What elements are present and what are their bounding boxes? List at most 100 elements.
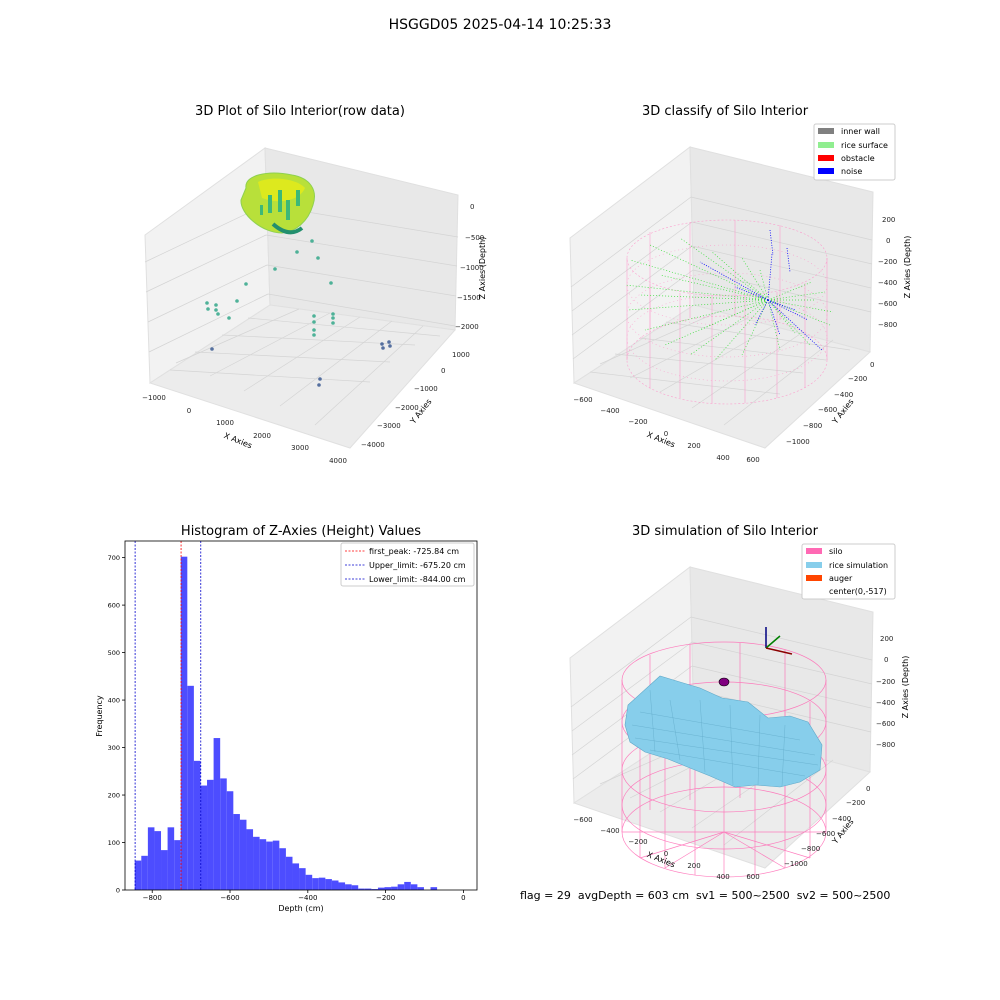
legend-label-silo: silo xyxy=(829,547,843,556)
raw-ztick: −1000 xyxy=(460,264,484,272)
raw-ytick: −2000 xyxy=(395,404,419,412)
raw-xtick: 1000 xyxy=(216,419,234,427)
histogram-bar xyxy=(220,778,227,890)
classify-zlabel: Z Axies (Depth) xyxy=(903,236,912,299)
raw-ytick: −3000 xyxy=(377,422,401,430)
raw-ytick: −1000 xyxy=(414,385,438,393)
raw-ytick: −4000 xyxy=(361,441,385,449)
classify-axes-box xyxy=(569,146,874,449)
classify-xlabel: X Axies xyxy=(646,430,677,449)
classify-ztick: −600 xyxy=(878,300,897,308)
raw-plot-title: 3D Plot of Silo Interior(row data) xyxy=(195,104,405,119)
simulation-ztick: −400 xyxy=(876,699,895,707)
histogram-bar xyxy=(200,785,208,890)
histogram-bar xyxy=(272,840,280,890)
histogram-bar xyxy=(292,863,300,890)
classify-axis-ticks: −600 −400 −200 0 200 400 600 0 −200 −400… xyxy=(573,216,897,464)
legend-swatch-auger xyxy=(806,575,822,581)
classify-xtick: 400 xyxy=(716,454,729,462)
histogram-bar xyxy=(233,814,240,890)
legend-label-auger: auger xyxy=(829,574,853,583)
raw-ytick: 1000 xyxy=(452,351,470,359)
histogram-title: Histogram of Z-Axies (Height) Values xyxy=(180,524,422,539)
raw-xtick: −1000 xyxy=(142,394,166,402)
ytick-label: 600 xyxy=(108,602,120,610)
classify-ytick: −200 xyxy=(848,375,867,383)
histogram-bar xyxy=(338,882,346,890)
simulation-ytick: −600 xyxy=(816,830,835,838)
classify-xtick: 0 xyxy=(664,430,668,438)
histogram-bar xyxy=(331,880,339,890)
histogram-bar xyxy=(285,856,293,890)
xtick-label: −600 xyxy=(220,894,239,902)
classify-plot-title: 3D classify of Silo Interior xyxy=(641,104,809,119)
histogram-bar xyxy=(305,874,313,890)
histogram-bar xyxy=(404,881,411,890)
classify-ztick: −400 xyxy=(878,279,897,287)
histogram-bar xyxy=(384,887,392,890)
classify-ytick: −800 xyxy=(803,422,822,430)
simulation-3d-plot: silo rice simulation auger center(0,-517… xyxy=(569,543,910,880)
ytick-label: 100 xyxy=(108,839,120,847)
ytick-label: 500 xyxy=(108,649,120,657)
histogram-bar xyxy=(325,879,332,890)
ytick-label: 400 xyxy=(108,697,120,705)
classify-xtick: −600 xyxy=(573,396,592,404)
legend-label-rice-simulation: rice simulation xyxy=(829,561,888,570)
histogram-bar xyxy=(299,868,306,890)
simulation-xtick: −200 xyxy=(628,838,647,846)
classify-ytick: −400 xyxy=(834,391,853,399)
simulation-xtick: −600 xyxy=(573,816,592,824)
histogram-bar xyxy=(134,860,142,890)
simulation-ztick: 200 xyxy=(880,635,893,643)
classify-ztick: 200 xyxy=(882,216,895,224)
raw-ytick: 0 xyxy=(441,367,445,375)
legend-swatch-silo xyxy=(806,548,822,554)
raw-xtick: 3000 xyxy=(291,444,309,452)
raw-3d-plot: −1000 0 1000 2000 3000 4000 1000 0 −1000… xyxy=(142,147,487,465)
histogram-bar xyxy=(279,848,286,890)
status-footer: flag = 29 avgDepth = 603 cm sv1 = 500~25… xyxy=(520,889,891,902)
raw-ztick: −1500 xyxy=(457,294,481,302)
classify-xtick: 200 xyxy=(687,442,700,450)
legend-swatch-noise xyxy=(818,168,834,174)
raw-xlabel: X Axies xyxy=(223,431,254,450)
classify-legend: inner wall rice surface obstacle noise xyxy=(813,123,896,181)
histogram-bar xyxy=(193,760,201,890)
simulation-xtick: 400 xyxy=(716,873,729,880)
simulation-xlabel: X Axies xyxy=(646,850,677,869)
xtick-label: −800 xyxy=(143,894,162,902)
raw-scatter-points xyxy=(205,239,392,387)
classify-xtick: 600 xyxy=(746,456,759,464)
classify-ztick: 0 xyxy=(886,237,890,245)
histogram-legend: first_peak: -725.84 cm Upper_limit: -675… xyxy=(340,542,475,587)
histogram-bar xyxy=(226,791,234,890)
histogram-bar xyxy=(410,884,418,890)
legend-label-noise: noise xyxy=(841,167,862,176)
legend-label-rice-surface: rice surface xyxy=(841,141,888,150)
histogram-bar xyxy=(312,878,319,890)
simulation-plot-title: 3D simulation of Silo Interior xyxy=(632,524,818,539)
histogram-bar xyxy=(174,840,181,890)
simulation-ytick: 0 xyxy=(866,785,870,793)
classify-noise-points xyxy=(699,229,823,351)
simulation-ztick: −200 xyxy=(876,678,895,686)
classify-ytick: 0 xyxy=(870,361,874,369)
legend-swatch-rice-simulation xyxy=(806,562,822,568)
histogram-bar xyxy=(180,556,188,890)
simulation-legend: silo rice simulation auger center(0,-517… xyxy=(801,543,896,600)
classify-xtick: −400 xyxy=(600,407,619,415)
simulation-ytick: −800 xyxy=(801,845,820,853)
simulation-rice-surface xyxy=(624,675,823,788)
histogram-bar xyxy=(259,839,267,890)
histogram-bar xyxy=(161,850,168,890)
depth-histogram: 0 100 200 300 400 500 600 700 −800 −600 −400 −200 0… xyxy=(95,540,478,913)
xtick-label: −200 xyxy=(376,894,395,902)
classify-ytick: −600 xyxy=(818,406,837,414)
simulation-auger xyxy=(718,627,793,687)
classify-ztick: −200 xyxy=(878,258,897,266)
histogram-bar xyxy=(147,827,155,890)
raw-zlabel: Z Axies (Depth) xyxy=(478,237,487,300)
classify-ztick: −800 xyxy=(878,321,897,329)
ytick-label: 200 xyxy=(108,792,120,800)
